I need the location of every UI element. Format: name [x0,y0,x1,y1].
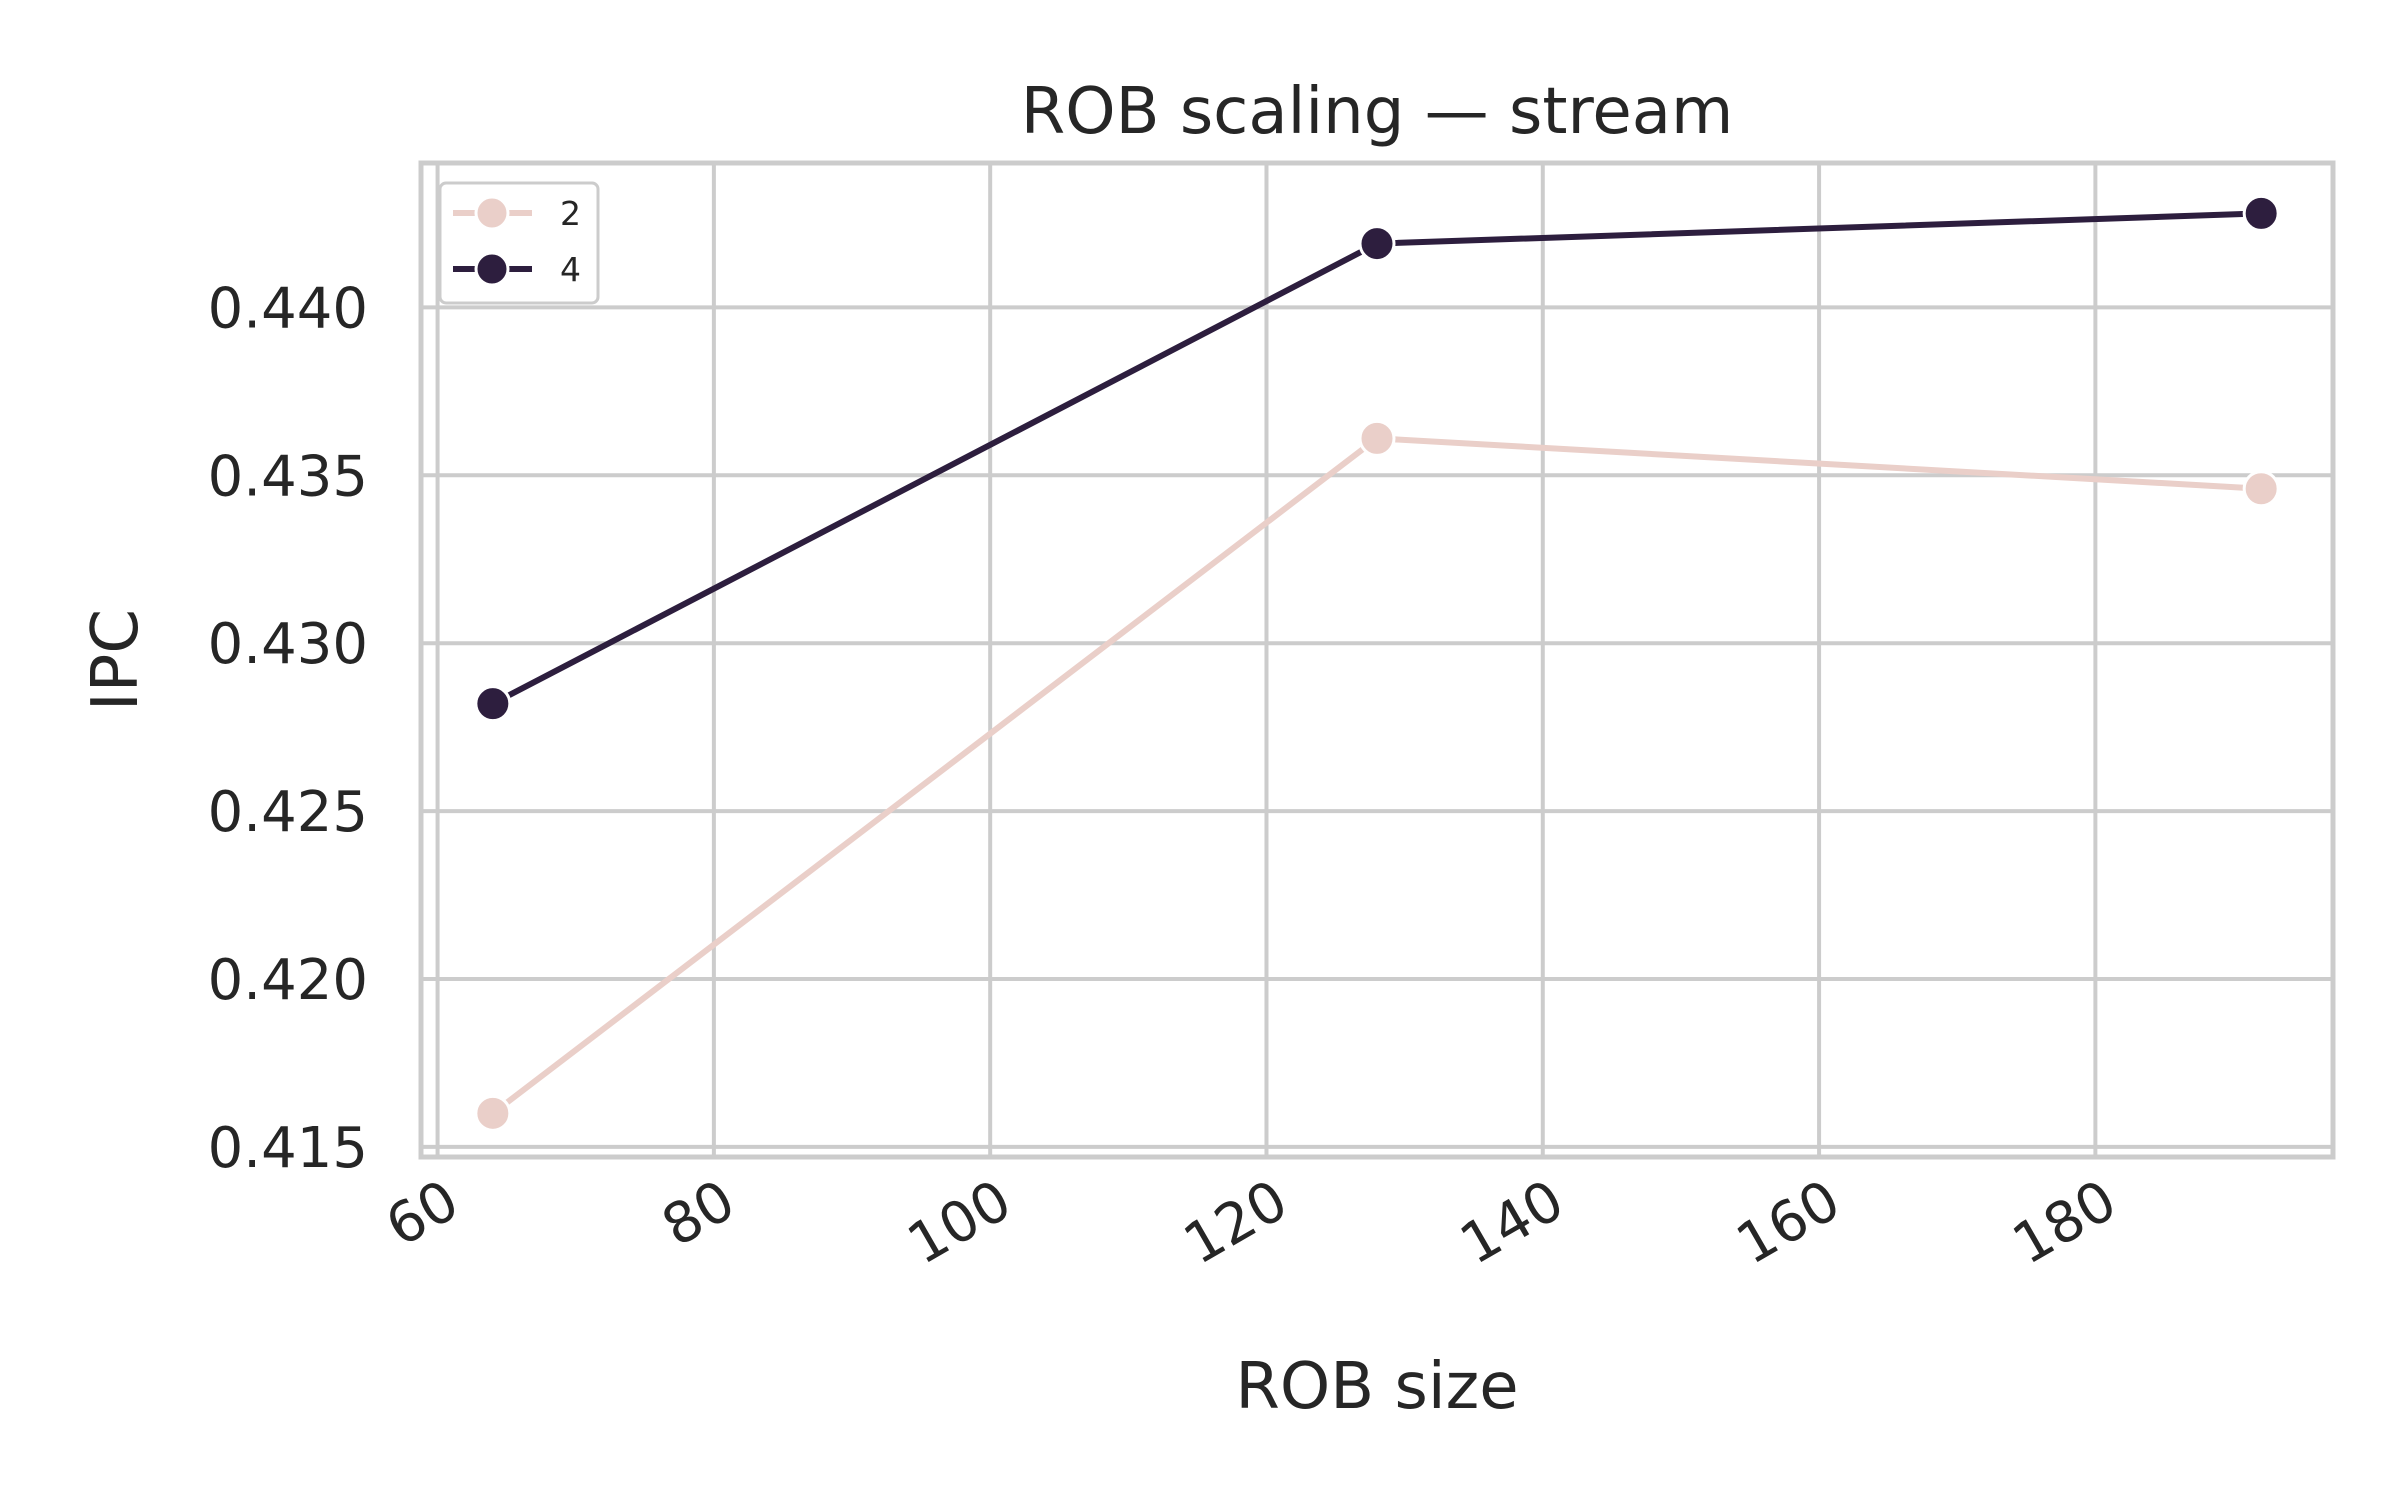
y-tick-label: 0.430 [208,612,368,677]
plot-frame [418,160,2336,1160]
series-2-point [2242,470,2280,508]
series-group [474,194,2280,1132]
x-axis-label: ROB size [1235,1350,1518,1424]
legend-marker-4 [474,251,510,287]
y-tick-label: 0.440 [208,276,368,341]
y-axis-label: IPC [79,609,153,711]
chart-title: ROB scaling — stream [1021,75,1734,149]
series-2-point [1358,419,1396,457]
y-tick-label: 0.415 [208,1116,368,1181]
y-tick-label: 0.425 [208,780,368,845]
legend: 24 [438,181,600,305]
series-2-point [474,1094,512,1132]
y-tick-label: 0.420 [208,948,368,1013]
series-4-point [474,685,512,723]
y-tick-label: 0.435 [208,444,368,509]
series-4-point [1358,225,1396,263]
legend-label-2: 2 [560,194,581,233]
y-tick-labels: 0.415 0.420 0.425 0.430 0.435 0.440 [208,276,368,1181]
legend-label-4: 4 [560,250,581,289]
grid [421,163,2333,1157]
legend-marker-2 [474,195,510,231]
series-4-point [2242,194,2280,232]
